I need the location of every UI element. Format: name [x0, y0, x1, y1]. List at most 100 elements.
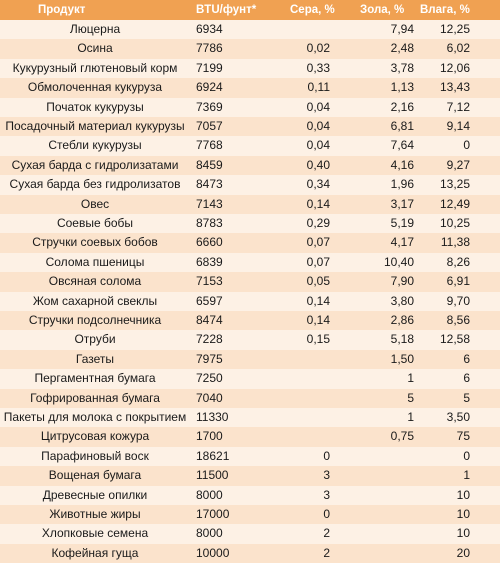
- cell-ash: 2,48: [390, 41, 414, 56]
- cell-btu: 7228: [196, 332, 223, 347]
- cell-product: Пакеты для молока с покрытием: [3, 410, 187, 424]
- cell-sulfur: [276, 20, 330, 39]
- cell-moisture: 10: [456, 526, 470, 541]
- cell-moisture: 10: [456, 507, 470, 521]
- cell-product: Сухая барда с гидролизатами: [11, 157, 179, 172]
- cell-ash: 7,64: [390, 138, 414, 153]
- table-row: Стручки соевых бобов 6660 0,07 4,17 11,38: [0, 233, 500, 253]
- cell-product: Стебли кукурузы: [48, 138, 142, 153]
- cell-product: Цитрусовая кожура: [40, 429, 150, 444]
- cell-product: Овсяная солома: [48, 274, 142, 289]
- table-row: Початок кукурузы 7369 0,04 2,16 7,12: [0, 97, 500, 117]
- cell-product: Отруби: [74, 332, 116, 347]
- cell-btu: 7369: [196, 99, 223, 114]
- cell-sulfur: 3: [323, 468, 330, 483]
- cell-sulfur: 0,34: [306, 177, 330, 192]
- cell-sulfur: 0,15: [306, 332, 330, 347]
- cell-btu: 7975: [196, 351, 223, 366]
- cell-ash: 7,94: [390, 22, 414, 36]
- cell-product: Обмолоченная кукуруза: [27, 80, 163, 95]
- table-row: Парафиновый воск 18621 0 0: [0, 446, 500, 467]
- cell-moisture: 8,26: [446, 254, 470, 269]
- table-row: Сухая барда с гидролизатами 8459 0,40 4,16 9…: [0, 155, 500, 176]
- cell-product: Початок кукурузы: [46, 99, 144, 114]
- cell-moisture: 6: [463, 351, 470, 366]
- table-row: Сухая барда без гидролизатов 8473 0,34 1,96…: [0, 175, 500, 195]
- header-sulfur: Сера, %: [290, 4, 335, 16]
- cell-moisture: 10: [456, 487, 470, 502]
- cell-product: Парафиновый воск: [41, 448, 149, 463]
- cell-ash: 1,96: [390, 177, 414, 192]
- cell-moisture: 0: [463, 448, 470, 463]
- cell-product: Овес: [80, 196, 110, 211]
- cell-ash: [330, 466, 414, 485]
- cell-ash: 3,78: [390, 60, 414, 75]
- cell-btu: 6924: [196, 80, 223, 95]
- cell-moisture: 12,06: [439, 60, 470, 75]
- table-row: Отруби 7228 0,15 5,18 12,58: [0, 330, 500, 350]
- cell-moisture: 3,50: [446, 410, 470, 424]
- cell-product: Стручки подсолнечника: [28, 313, 162, 327]
- cell-ash: 4,17: [390, 235, 414, 250]
- cell-moisture: 8,56: [446, 313, 470, 327]
- table-row: Кукурузный глютеновый корм 7199 0,33 3,78 12…: [0, 58, 500, 79]
- table-row: Овес 7143 0,14 3,17 12,49: [0, 194, 500, 214]
- cell-moisture: 12,25: [439, 22, 470, 36]
- table-row: Цитрусовая кожура 1700 0,75 75: [0, 427, 500, 447]
- table-row: Газеты 7975 1,50 6: [0, 349, 500, 370]
- header-ash: Зола, %: [360, 4, 405, 16]
- header-product: Продукт: [38, 4, 86, 16]
- cell-sulfur: 2: [323, 545, 330, 560]
- cell-ash: [330, 505, 414, 524]
- table-row: Хлопковые семена 8000 2 10: [0, 524, 500, 544]
- table-row: Овсяная солома 7153 0,05 7,90 6,91: [0, 272, 500, 292]
- cell-ash: 10,40: [383, 254, 414, 269]
- table-row: Соевые бобы 8783 0,29 5,19 10,25: [0, 214, 500, 234]
- cell-ash: [330, 524, 414, 543]
- cell-btu: 7057: [196, 119, 223, 133]
- cell-ash: [330, 486, 414, 505]
- cell-sulfur: 3: [323, 487, 330, 502]
- cell-moisture: 11,38: [440, 235, 470, 250]
- cell-sulfur: 0: [323, 507, 330, 521]
- cell-product: Кофейная гуща: [51, 545, 139, 560]
- cell-moisture: 13,25: [439, 177, 470, 192]
- table-header: Продукт BTU/фунт* Сера, % Зола, % Влага,…: [0, 0, 500, 20]
- cell-product: Газеты: [75, 351, 115, 366]
- cell-sulfur: 0,33: [306, 60, 330, 75]
- cell-moisture: 6,91: [446, 274, 470, 289]
- cell-sulfur: 0,14: [306, 293, 330, 308]
- cell-moisture: 75: [456, 429, 470, 444]
- cell-product: Древесные опилки: [42, 487, 148, 502]
- cell-moisture: 13,43: [439, 80, 470, 95]
- cell-moisture: 7,12: [446, 99, 470, 114]
- cell-product: Животные жиры: [49, 507, 141, 521]
- cell-moisture: 9,70: [446, 293, 470, 308]
- cell-sulfur: 2: [323, 526, 330, 541]
- cell-sulfur: 0,04: [306, 99, 330, 114]
- cell-product: Соевые бобы: [56, 216, 134, 230]
- cell-btu: 8000: [196, 487, 223, 502]
- cell-moisture: 20: [456, 545, 470, 560]
- table-row: Древесные опилки 8000 3 10: [0, 485, 500, 505]
- cell-btu: 6597: [196, 293, 223, 308]
- table-row: Солома пшеницы 6839 0,07 10,40 8,26: [0, 252, 500, 273]
- cell-sulfur: [276, 389, 330, 408]
- cell-ash: 1: [407, 371, 414, 386]
- table-row: Животные жиры 17000 0 10: [0, 505, 500, 525]
- cell-sulfur: 0,07: [306, 235, 330, 250]
- cell-ash: [330, 447, 414, 466]
- cell-moisture: 5: [463, 390, 470, 405]
- cell-ash: [330, 544, 414, 563]
- table-row: Жом сахарной свеклы 6597 0,14 3,80 9,70: [0, 291, 500, 311]
- cell-sulfur: [276, 427, 330, 446]
- cell-product: Осина: [77, 41, 113, 56]
- cell-ash: 3,80: [390, 293, 414, 308]
- cell-btu: 7153: [196, 274, 223, 289]
- cell-btu: 8474: [196, 313, 223, 327]
- cell-product: Стручки соевых бобов: [32, 235, 158, 250]
- header-btu: BTU/фунт*: [196, 4, 257, 16]
- cell-sulfur: 0,29: [306, 216, 330, 230]
- cell-btu: 10000: [196, 545, 230, 560]
- cell-moisture: 6,02: [446, 41, 470, 56]
